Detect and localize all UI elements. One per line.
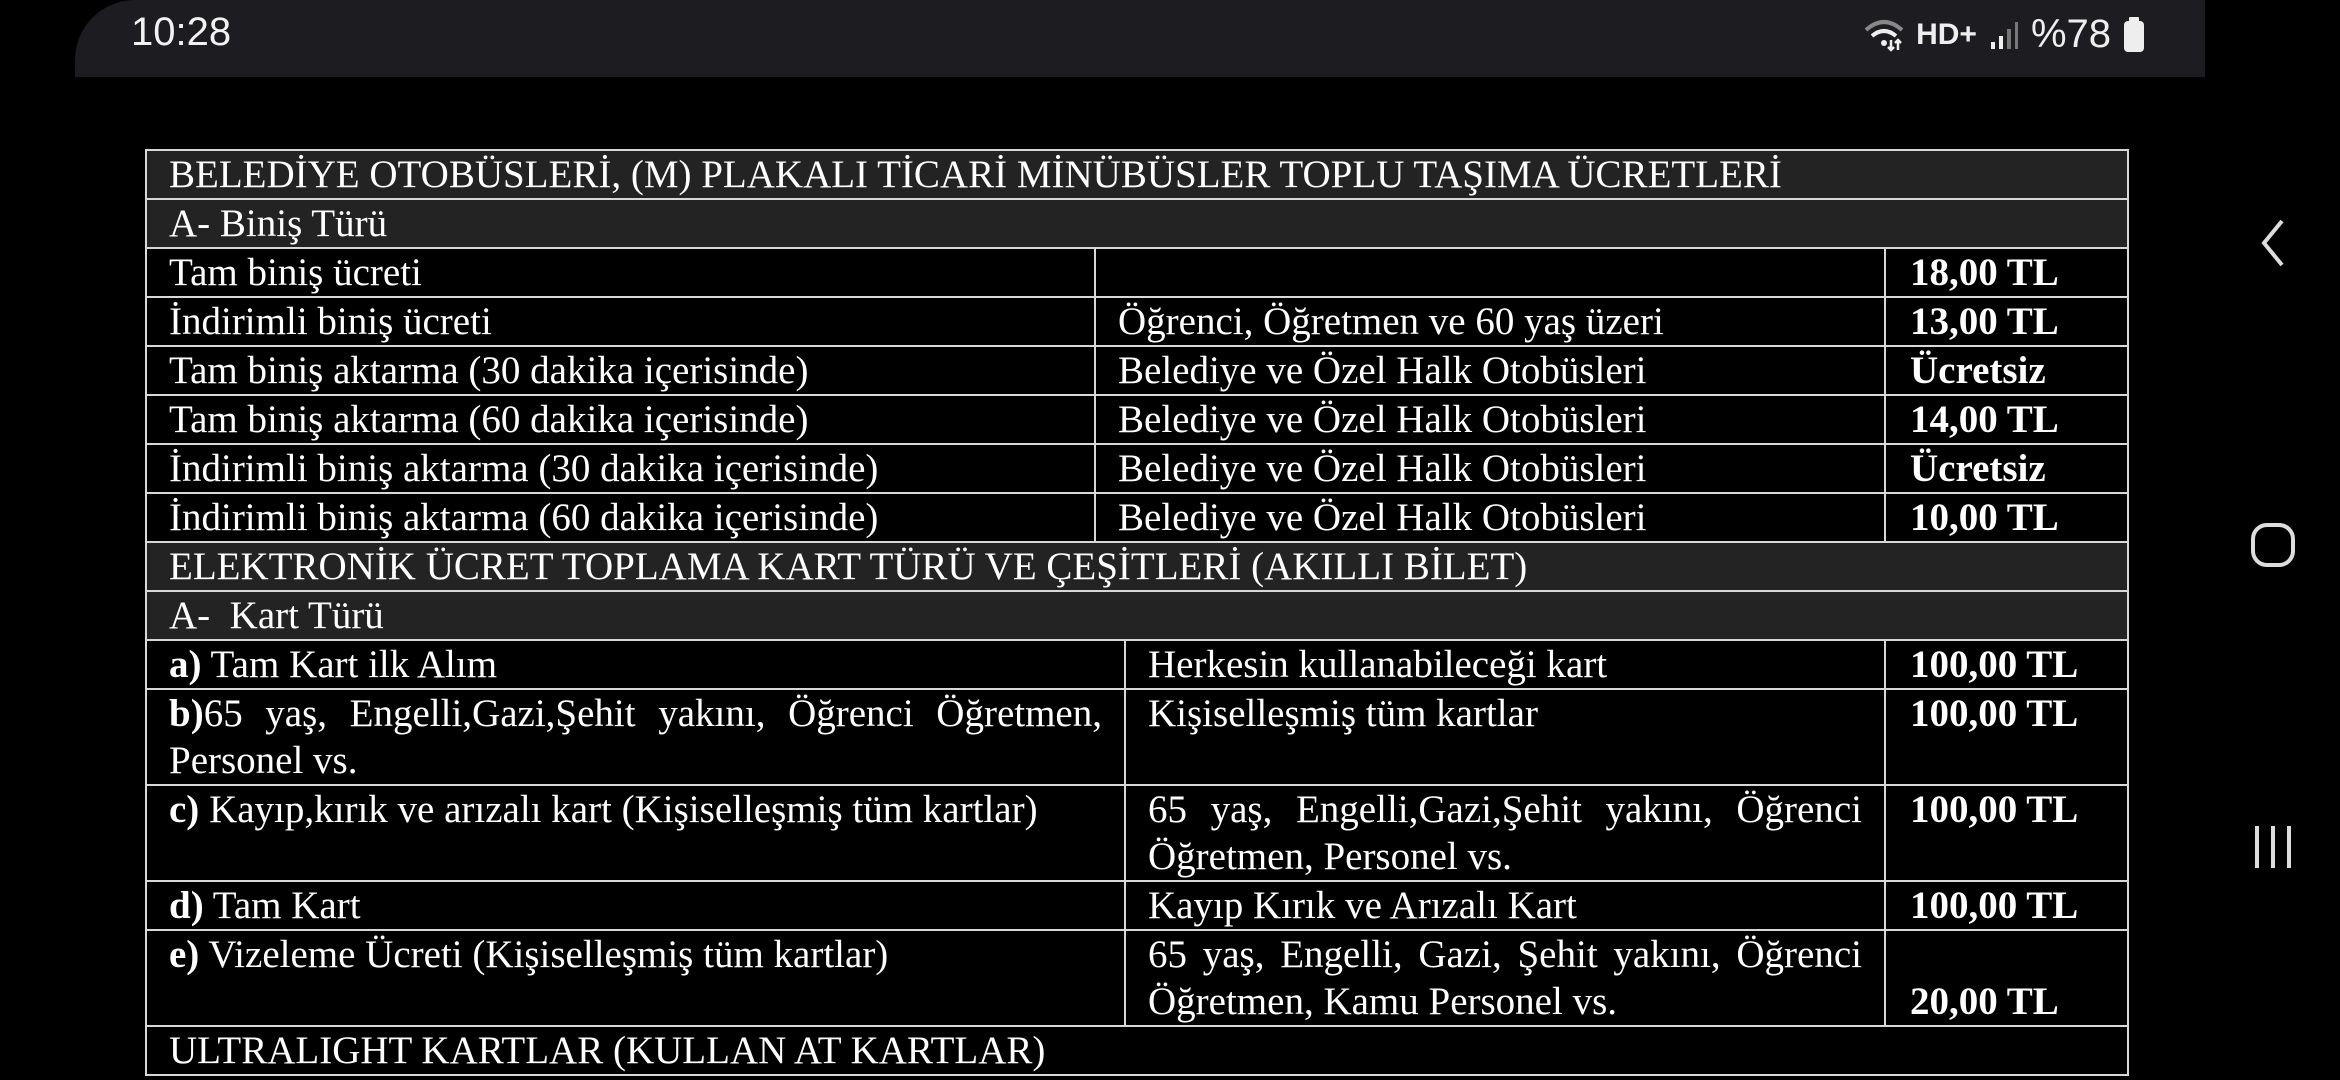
fare-type: İndirimli biniş aktarma (30 dakika içeri… <box>145 443 1096 494</box>
recents-icon <box>2254 826 2291 868</box>
card-type: c) Kayıp,kırık ve arızalı kart (Kişisell… <box>145 784 1126 882</box>
table-title-row: BELEDİYE OTOBÜSLERİ, (M) PLAKALI TİCARİ … <box>145 149 2129 200</box>
ultralight-cards-heading: ULTRALIGHT KARTLAR (KULLAN AT KARTLAR) <box>145 1025 2129 1076</box>
fare-applies: Öğrenci, Öğretmen ve 60 yaş üzeri <box>1094 296 1886 347</box>
fare-type: Tam biniş aktarma (30 dakika içerisinde) <box>145 345 1096 396</box>
card-applies: Kayıp Kırık ve Arızalı Kart <box>1124 880 1886 931</box>
battery-level: %78 <box>2030 12 2111 56</box>
fare-price: 13,00 TL <box>1884 296 2129 347</box>
smart-card-title: ELEKTRONİK ÜCRET TOPLAMA KART TÜRÜ VE ÇE… <box>145 541 2129 592</box>
fare-applies: Belediye ve Özel Halk Otobüsleri <box>1094 443 1886 494</box>
table-row: c) Kayıp,kırık ve arızalı kart (Kişisell… <box>145 784 2129 882</box>
item-letter: a) <box>169 643 202 686</box>
back-icon <box>2260 219 2284 267</box>
card-price: 100,00 TL <box>1884 880 2129 931</box>
item-letter: d) <box>169 884 204 927</box>
table-row: Tam biniş aktarma (60 dakika içerisinde)… <box>145 394 2129 445</box>
fare-type: Tam biniş aktarma (60 dakika içerisinde) <box>145 394 1096 445</box>
status-icons: HD+ %78 <box>1864 12 2145 57</box>
card-price: 100,00 TL <box>1884 639 2129 690</box>
table-row: a) Tam Kart ilk Alım Herkesin kullanabile… <box>145 639 2129 690</box>
table-row: b)65 yaş, Engelli,Gazi,Şehit yakını, Öğr… <box>145 688 2129 786</box>
card-type-text: Tam Kart ilk Alım <box>201 643 498 686</box>
fare-type: Tam biniş ücreti <box>145 247 1096 298</box>
card-type: e) Vizeleme Ücreti (Kişiselleşmiş tüm ka… <box>145 929 1126 1027</box>
card-type-text: Vizeleme Ücreti (Kişiselleşmiş tüm kartl… <box>199 933 889 976</box>
bus-fares-title: BELEDİYE OTOBÜSLERİ, (M) PLAKALI TİCARİ … <box>145 149 2129 200</box>
card-price: 100,00 TL <box>1884 688 2129 786</box>
table-row: İndirimli biniş ücreti Öğrenci, Öğretmen … <box>145 296 2129 347</box>
card-type-text: Tam Kart <box>203 884 361 927</box>
hd-voice-icon: HD+ <box>1916 17 1977 51</box>
fare-price: Ücretsiz <box>1884 443 2129 494</box>
fare-applies: Belediye ve Özel Halk Otobüsleri <box>1094 492 1886 543</box>
fare-type: İndirimli biniş aktarma (60 dakika içeri… <box>145 492 1096 543</box>
card-price: 100,00 TL <box>1884 784 2129 882</box>
table-row: İndirimli biniş aktarma (60 dakika içeri… <box>145 492 2129 543</box>
fare-applies: Belediye ve Özel Halk Otobüsleri <box>1094 345 1886 396</box>
card-type: a) Tam Kart ilk Alım <box>145 639 1126 690</box>
card-type-text: Kayıp,kırık ve arızalı kart (Kişiselleşm… <box>199 788 1038 831</box>
home-button[interactable] <box>2205 522 2340 568</box>
fare-table: BELEDİYE OTOBÜSLERİ, (M) PLAKALI TİCARİ … <box>145 149 2129 1076</box>
card-applies: 65 yaş, Engelli,Gazi,Şehit yakını, Öğren… <box>1124 784 1886 882</box>
fare-applies <box>1094 247 1886 298</box>
card-type-heading: A- Kart Türü <box>145 590 2129 641</box>
battery-icon <box>2124 16 2144 52</box>
table-row: İndirimli biniş aktarma (30 dakika içeri… <box>145 443 2129 494</box>
card-price: 20,00 TL <box>1884 929 2129 1027</box>
table-row: d) Tam Kart Kayıp Kırık ve Arızalı Kart 10… <box>145 880 2129 931</box>
section-row: A- Biniş Türü <box>145 198 2129 249</box>
fare-type: İndirimli biniş ücreti <box>145 296 1096 347</box>
card-applies: 65 yaş, Engelli, Gazi, Şehit yakını, Öğr… <box>1124 929 1886 1027</box>
navigation-bar <box>2205 0 2340 1080</box>
recents-button[interactable] <box>2205 824 2340 870</box>
fare-price: 10,00 TL <box>1884 492 2129 543</box>
back-button[interactable] <box>2205 218 2340 268</box>
card-type: b)65 yaş, Engelli,Gazi,Şehit yakını, Öğr… <box>145 688 1126 786</box>
item-letter: e) <box>169 933 200 976</box>
signal-icon <box>1990 21 2018 49</box>
card-applies: Kişiselleşmiş tüm kartlar <box>1124 688 1886 786</box>
card-applies: Herkesin kullanabileceği kart <box>1124 639 1886 690</box>
card-type: d) Tam Kart <box>145 880 1126 931</box>
card-type-text: 65 yaş, Engelli,Gazi,Şehit yakını, Öğren… <box>169 692 1102 782</box>
boarding-type-heading: A- Biniş Türü <box>145 198 2129 249</box>
table-row: e) Vizeleme Ücreti (Kişiselleşmiş tüm ka… <box>145 929 2129 1027</box>
section-row: A- Kart Türü <box>145 590 2129 641</box>
item-letter: b) <box>169 692 204 735</box>
status-bar: 10:28 HD+ %78 <box>75 0 2205 77</box>
fare-price: 14,00 TL <box>1884 394 2129 445</box>
fare-price: Ücretsiz <box>1884 345 2129 396</box>
table-row: Tam biniş aktarma (30 dakika içerisinde)… <box>145 345 2129 396</box>
fare-price: 18,00 TL <box>1884 247 2129 298</box>
wifi-icon <box>1864 19 1904 52</box>
table-title-row: ELEKTRONİK ÜCRET TOPLAMA KART TÜRÜ VE ÇE… <box>145 541 2129 592</box>
table-row: Tam biniş ücreti 18,00 TL <box>145 247 2129 298</box>
clock: 10:28 <box>131 10 232 54</box>
home-icon <box>2250 523 2295 567</box>
table-row: ULTRALIGHT KARTLAR (KULLAN AT KARTLAR) <box>145 1025 2129 1076</box>
fare-applies: Belediye ve Özel Halk Otobüsleri <box>1094 394 1886 445</box>
item-letter: c) <box>169 788 200 831</box>
